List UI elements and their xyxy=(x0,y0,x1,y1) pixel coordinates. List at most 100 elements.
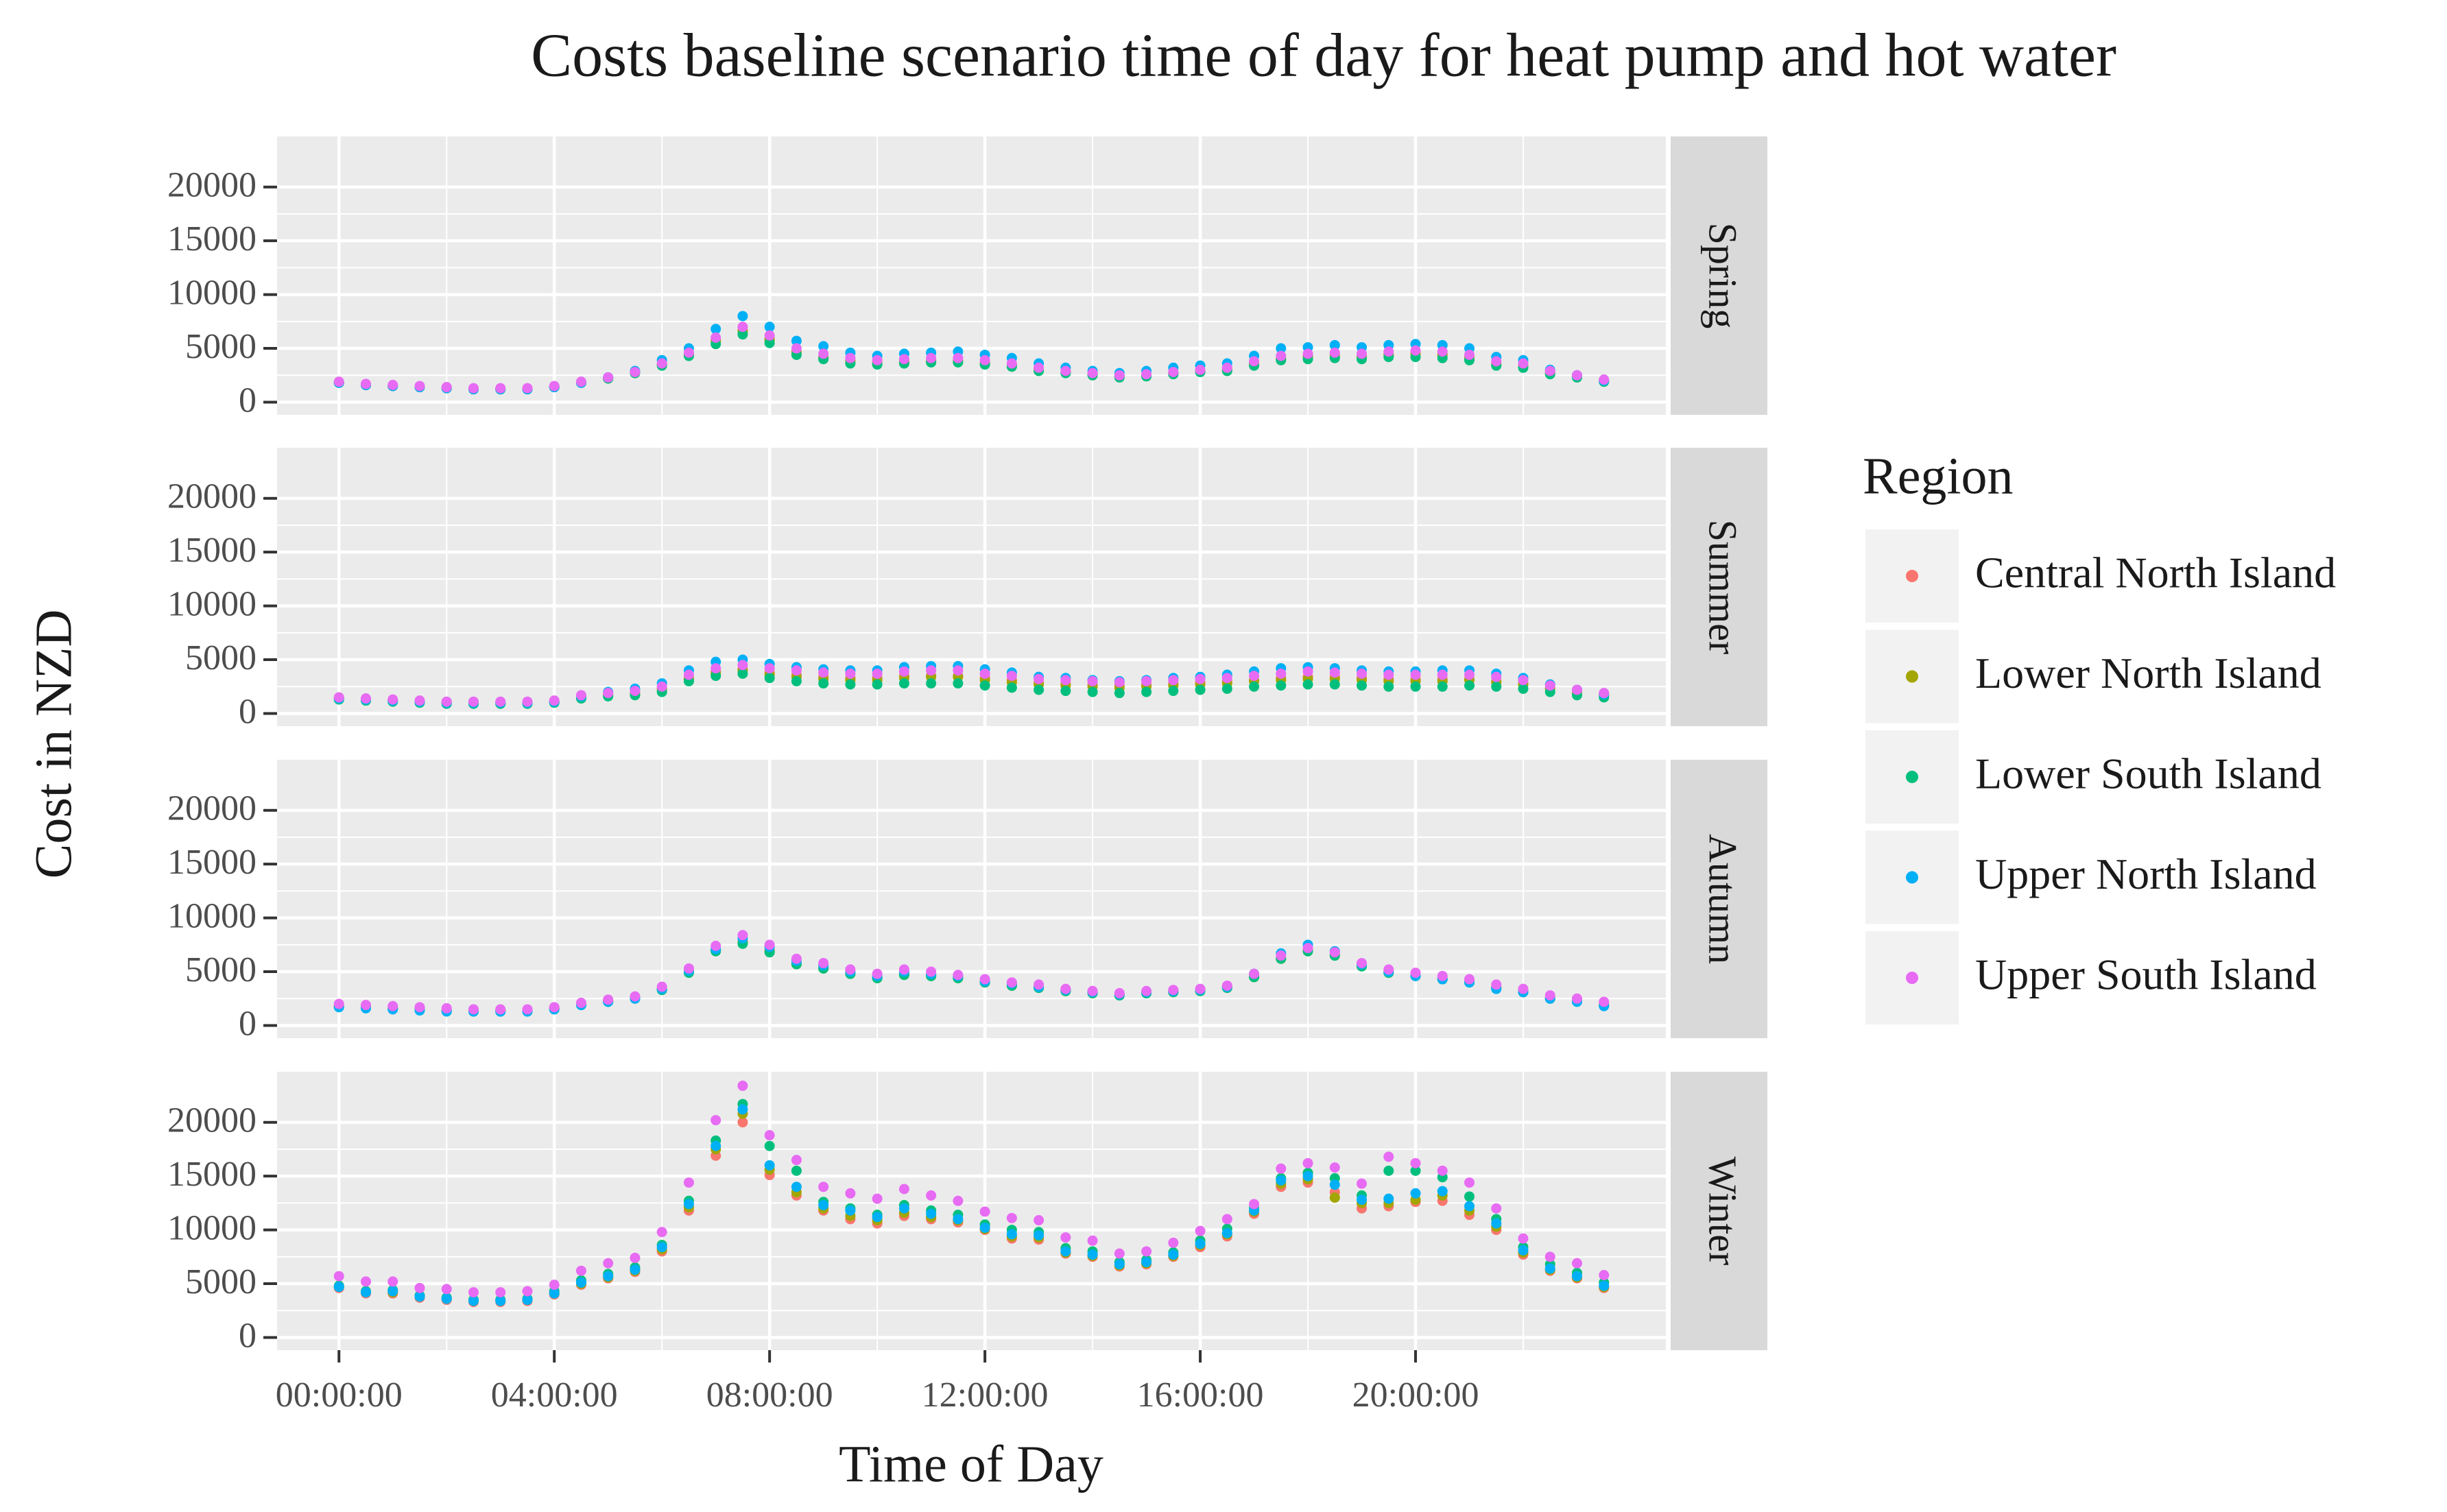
data-point xyxy=(872,679,883,690)
data-point xyxy=(1491,979,1502,990)
data-point xyxy=(1329,1192,1340,1203)
data-point xyxy=(1195,364,1206,375)
data-point xyxy=(1518,983,1529,994)
data-point xyxy=(1302,666,1313,677)
data-point xyxy=(764,1140,775,1151)
data-point xyxy=(953,352,964,363)
data-point xyxy=(1221,683,1232,694)
x-tick-label: 12:00:00 xyxy=(922,1376,1049,1415)
y-tick-label: 10000 xyxy=(167,897,256,936)
data-point xyxy=(683,669,694,680)
data-point xyxy=(1114,688,1125,699)
y-tick-label: 5000 xyxy=(185,327,256,366)
panel-background xyxy=(277,448,1666,726)
legend-label: Upper North Island xyxy=(1975,850,2317,898)
data-point xyxy=(468,383,479,394)
data-point xyxy=(1383,1165,1394,1176)
data-point xyxy=(1276,680,1287,691)
data-point xyxy=(979,680,990,691)
data-point xyxy=(764,1160,775,1171)
legend-title: Region xyxy=(1863,447,2014,505)
data-point xyxy=(1357,348,1368,359)
data-point xyxy=(711,671,721,682)
chart-title: Costs baseline scenario time of day for … xyxy=(531,22,2116,90)
data-point xyxy=(575,1265,586,1276)
data-point xyxy=(1544,1251,1555,1262)
data-point xyxy=(764,337,775,348)
data-point xyxy=(1006,682,1017,693)
facet-strip xyxy=(1671,448,1767,726)
data-point xyxy=(711,940,721,951)
data-point xyxy=(898,678,909,689)
data-point xyxy=(1329,1179,1340,1190)
data-point xyxy=(926,678,937,689)
data-point xyxy=(1491,681,1502,692)
data-point xyxy=(791,343,802,354)
data-point xyxy=(818,1200,829,1211)
x-tick-label: 16:00:00 xyxy=(1137,1376,1264,1415)
data-point xyxy=(1034,1229,1045,1240)
data-point xyxy=(387,379,398,390)
y-tick-label: 5000 xyxy=(185,950,256,989)
data-point xyxy=(737,311,748,322)
data-point xyxy=(872,355,883,365)
data-point xyxy=(1141,985,1152,996)
data-point xyxy=(1087,686,1098,697)
data-point xyxy=(737,322,748,333)
data-point xyxy=(1410,681,1421,692)
data-point xyxy=(549,1002,560,1013)
data-point xyxy=(953,970,964,981)
data-point xyxy=(549,1288,560,1299)
data-point xyxy=(468,1004,479,1015)
data-point xyxy=(1383,964,1394,975)
legend-marker xyxy=(1906,972,1918,984)
data-point xyxy=(333,692,344,703)
data-point xyxy=(522,1295,533,1306)
x-tick-label: 00:00:00 xyxy=(276,1376,403,1415)
data-point xyxy=(495,383,506,394)
data-point xyxy=(1195,1238,1206,1249)
data-point xyxy=(1599,1280,1610,1291)
data-point xyxy=(1168,675,1179,686)
data-point xyxy=(1141,1257,1152,1268)
data-point xyxy=(495,696,506,707)
y-tick-label: 0 xyxy=(239,1316,256,1355)
y-tick-label: 15000 xyxy=(167,531,256,570)
data-point xyxy=(1571,993,1582,1004)
data-point xyxy=(1276,950,1287,961)
data-point xyxy=(1114,987,1125,998)
panel-background xyxy=(277,1072,1666,1350)
x-tick-label: 20:00:00 xyxy=(1352,1376,1479,1415)
data-point xyxy=(737,1117,748,1128)
data-point xyxy=(898,964,909,975)
data-point xyxy=(549,695,560,706)
data-point xyxy=(1221,362,1232,373)
legend-marker xyxy=(1906,570,1918,582)
data-point xyxy=(791,675,802,686)
data-point xyxy=(979,974,990,985)
data-point xyxy=(333,1271,344,1282)
data-point xyxy=(872,668,883,679)
facet-strip xyxy=(1671,760,1767,1038)
data-point xyxy=(575,690,586,701)
data-point xyxy=(1518,1233,1529,1244)
y-tick-label: 5000 xyxy=(185,1262,256,1301)
data-point xyxy=(1518,683,1529,694)
data-point xyxy=(1302,943,1313,954)
data-point xyxy=(387,694,398,705)
data-point xyxy=(1006,1229,1017,1240)
data-point xyxy=(1357,1195,1368,1205)
data-point xyxy=(872,1193,883,1204)
data-point xyxy=(791,665,802,676)
data-point xyxy=(764,939,775,950)
data-point xyxy=(1599,996,1610,1007)
data-point xyxy=(1276,1175,1287,1186)
data-point xyxy=(926,1208,937,1219)
data-point xyxy=(683,1199,694,1210)
data-point xyxy=(1034,684,1045,695)
data-point xyxy=(575,998,586,1009)
data-point xyxy=(1329,679,1340,690)
data-point xyxy=(979,355,990,365)
data-point xyxy=(1195,673,1206,684)
data-point xyxy=(926,1190,937,1201)
